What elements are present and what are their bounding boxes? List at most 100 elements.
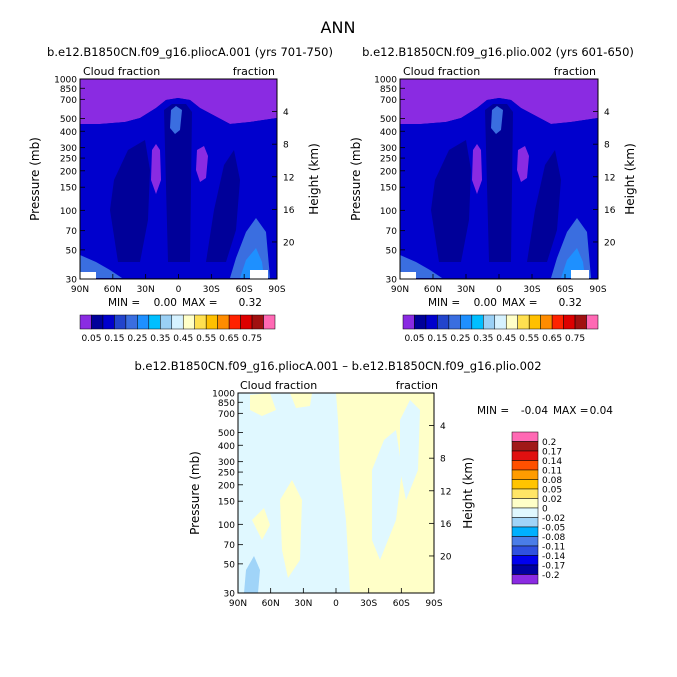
y-tick-label: 50 xyxy=(224,560,236,570)
y-tick-label: 500 xyxy=(60,115,77,125)
y-tick-label: 700 xyxy=(218,410,235,420)
colorbar-swatch xyxy=(563,314,576,330)
panel-2-min-label: MIN = xyxy=(428,297,460,309)
x-tick-label: 60S xyxy=(556,285,573,295)
panel-3-title: b.e12.B1850CN.f09_g16.pliocA.001 – b.e12… xyxy=(134,359,541,373)
panel-2-min-value: 0.00 xyxy=(474,297,497,309)
colorbar-label: -0.08 xyxy=(542,533,566,543)
colorbar-label: -0.2 xyxy=(542,571,560,581)
colorbar-label: 0.15 xyxy=(427,334,447,344)
colorbar-swatch xyxy=(79,314,92,330)
colorbar-swatch xyxy=(511,555,539,566)
colorbar-label: 0.2 xyxy=(542,438,556,448)
panel-2-left-label: Cloud fraction xyxy=(403,65,480,78)
panel-2-height-axis: 20 16 12 8 4 xyxy=(593,108,616,248)
colorbar-swatch xyxy=(511,488,539,499)
colorbar-swatch xyxy=(511,460,539,471)
p1-region-upper-cap xyxy=(80,79,277,124)
y-tick-label: 200 xyxy=(380,167,397,177)
panel-3-max-label: MAX = xyxy=(553,405,589,417)
panel-1-colorbar: 0.05 0.15 0.25 0.35 0.45 0.55 0.65 0.75 xyxy=(79,314,276,344)
colorbar-label: 0.17 xyxy=(542,448,562,458)
colorbar-label: 0.15 xyxy=(104,334,124,344)
y-tick-label: 150 xyxy=(380,184,397,194)
panel-3-left-label: Cloud fraction xyxy=(240,379,317,392)
y-tick-label: 200 xyxy=(60,167,77,177)
y-tick-label: 70 xyxy=(224,541,236,551)
p2-region-surface-left xyxy=(400,272,416,279)
y-tick-label: 1000 xyxy=(212,390,235,400)
x-tick-label: 60S xyxy=(236,285,253,295)
p2-region-right-tropic xyxy=(527,150,561,262)
colorbar-swatch xyxy=(505,314,518,330)
height-tick-label: 12 xyxy=(440,487,451,497)
panel-2-contour-field xyxy=(400,79,598,279)
colorbar-label: 0.25 xyxy=(127,334,147,344)
p2-region-equator-core xyxy=(491,106,503,134)
x-tick-label: 30N xyxy=(137,285,155,295)
y-tick-label: 100 xyxy=(380,207,397,217)
colorbar-swatch xyxy=(437,314,450,330)
p1-region-right-tropic xyxy=(206,150,240,262)
colorbar-label: 0.75 xyxy=(242,334,262,344)
x-tick-label: 90S xyxy=(589,285,606,295)
colorbar-swatch xyxy=(251,314,264,330)
height-tick-label: 8 xyxy=(283,141,289,151)
colorbar-label: 0 xyxy=(542,505,548,515)
panel-2-max-label: MAX = xyxy=(502,297,538,309)
colorbar-label: 0.65 xyxy=(219,334,239,344)
y-tick-label: 150 xyxy=(218,498,235,508)
x-tick-label: 0 xyxy=(176,285,182,295)
height-tick-label: 20 xyxy=(283,238,295,248)
x-tick-label: 90N xyxy=(229,599,247,609)
x-tick-label: 60N xyxy=(424,285,442,295)
panel-3-max-value: 0.04 xyxy=(590,405,614,417)
x-tick-label: 30S xyxy=(523,285,540,295)
colorbar-swatch xyxy=(148,314,161,330)
height-tick-label: 16 xyxy=(604,206,616,216)
p3-region-negative-surface xyxy=(244,556,260,593)
x-tick-label: 30N xyxy=(294,599,312,609)
p3-region-negative-tongue-b xyxy=(400,400,420,500)
colorbar-label: 0.11 xyxy=(542,467,562,477)
x-tick-label: 90S xyxy=(425,599,442,609)
panel-3-colorbar: 0.20.170.140.110.080.050.020-0.02-0.05-0… xyxy=(511,431,566,585)
colorbar-swatch xyxy=(114,314,127,330)
colorbar-swatch xyxy=(511,498,539,509)
colorbar-swatch xyxy=(205,314,218,330)
panel-3-right-label: fraction xyxy=(396,379,438,392)
panel-2: b.e12.B1850CN.f09_g16.plio.002 (yrs 601-… xyxy=(349,45,637,344)
p1-region-surface-left xyxy=(80,272,96,279)
panel-1-max-value: 0.32 xyxy=(239,297,262,309)
p2-region-core-pink xyxy=(472,144,482,194)
height-tick-label: 4 xyxy=(283,108,289,118)
colorbar-swatch xyxy=(586,314,599,330)
colorbar-swatch xyxy=(228,314,241,330)
y-tick-label: 250 xyxy=(380,155,397,165)
colorbar-label: 0.55 xyxy=(196,334,216,344)
colorbar-swatch xyxy=(91,314,104,330)
y-tick-label: 50 xyxy=(386,246,398,256)
panel-1-height-axis: 20 16 12 8 4 xyxy=(272,108,295,248)
height-tick-label: 4 xyxy=(604,108,610,118)
y-tick-label: 150 xyxy=(60,184,77,194)
y-tick-label: 850 xyxy=(380,85,397,95)
colorbar-swatch xyxy=(182,314,195,330)
x-tick-label: 30S xyxy=(203,285,220,295)
p1-region-equator-column xyxy=(164,104,192,262)
p1-region-left-tropic xyxy=(110,140,150,262)
panel-1-ylabel-right: Height (km) xyxy=(307,143,321,214)
y-tick-label: 300 xyxy=(380,144,397,154)
y-tick-label: 100 xyxy=(60,207,77,217)
panel-1-title: b.e12.B1850CN.f09_g16.pliocA.001 (yrs 70… xyxy=(47,45,333,59)
colorbar-label: -0.05 xyxy=(542,524,565,534)
colorbar-swatch xyxy=(402,314,415,330)
panel-2-title: b.e12.B1850CN.f09_g16.plio.002 (yrs 601-… xyxy=(362,45,634,59)
y-tick-label: 300 xyxy=(218,458,235,468)
height-tick-label: 20 xyxy=(604,238,616,248)
colorbar-label: 0.45 xyxy=(173,334,193,344)
panel-3-ylabel: Pressure (mb) xyxy=(188,451,202,535)
panel-2-colorbar: 0.05 0.15 0.25 0.35 0.45 0.55 0.65 0.75 xyxy=(402,314,599,344)
